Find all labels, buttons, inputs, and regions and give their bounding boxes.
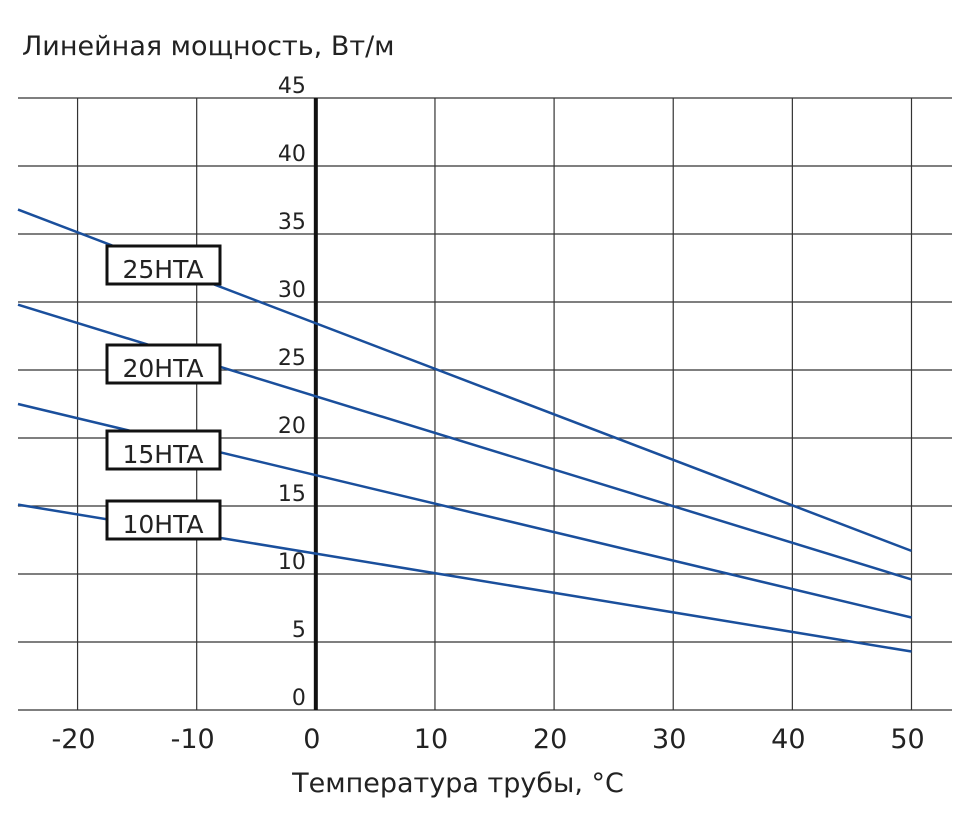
- series-label-box: [105, 499, 222, 541]
- series-label: 15HTA: [122, 440, 203, 469]
- x-tick-label: 30: [652, 724, 686, 755]
- y-tick-label: 35: [278, 210, 306, 235]
- y-tick-label: 30: [278, 278, 306, 303]
- series-label: 10HTA: [122, 510, 203, 539]
- series-label: 20HTA: [122, 354, 203, 383]
- series-label-box: [105, 429, 222, 471]
- x-tick-label: 40: [771, 724, 805, 755]
- y-axis-label: Линейная мощность, Вт/м: [22, 31, 395, 62]
- x-tick-label: 0: [303, 724, 320, 755]
- x-tick-label: -20: [52, 724, 96, 755]
- y-tick-label: 0: [292, 686, 306, 711]
- y-tick-label: 20: [278, 414, 306, 439]
- y-tick-label: 5: [292, 618, 306, 643]
- y-tick-label: 45: [278, 74, 306, 99]
- x-axis-label: Температура трубы, °C: [291, 768, 624, 799]
- x-tick-label: 20: [533, 724, 567, 755]
- series-label: 25HTA: [122, 255, 203, 284]
- x-tick-label: 50: [890, 724, 924, 755]
- y-tick-label: 10: [278, 550, 306, 575]
- series-label-box: [105, 244, 222, 286]
- series-label-box: [105, 343, 222, 385]
- y-tick-label: 40: [278, 142, 306, 167]
- x-tick-label: 10: [414, 724, 448, 755]
- x-tick-label: -10: [171, 724, 215, 755]
- y-tick-label: 25: [278, 346, 306, 371]
- y-tick-label: 15: [278, 482, 306, 507]
